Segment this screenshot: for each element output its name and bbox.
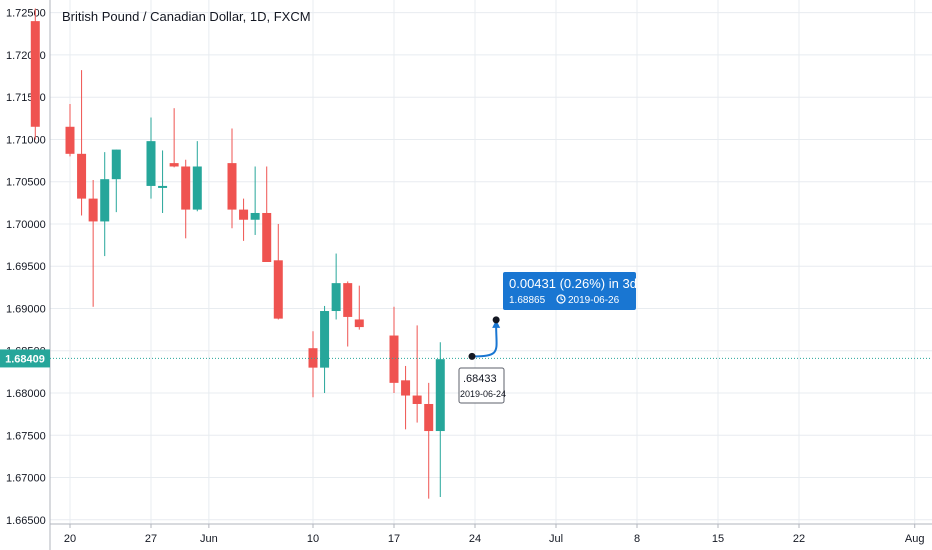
candle <box>65 103 75 157</box>
candle-body <box>100 179 110 222</box>
candle-body <box>424 403 434 432</box>
candle <box>435 342 445 497</box>
chart-grid <box>50 0 932 524</box>
x-tick-label: 24 <box>469 533 481 545</box>
candle <box>146 117 156 199</box>
x-tick-label: 10 <box>307 533 319 545</box>
forecast-target-price: 1.68865 <box>509 295 546 306</box>
candle <box>308 331 318 398</box>
candle-body <box>343 283 353 317</box>
x-tick-label: 15 <box>712 533 724 545</box>
forecast-start-point <box>468 352 476 360</box>
candle <box>343 281 353 347</box>
x-axis: 20 27 Jun 10 17 24 Jul 8 15 22 Aug <box>50 523 932 545</box>
y-tick-label: 1.71000 <box>6 134 46 146</box>
candle-body <box>181 166 191 210</box>
x-tick-label: 27 <box>145 533 157 545</box>
candle-body <box>262 212 272 262</box>
y-axis: 1.72500 1.72000 1.71500 1.71000 1.70500 1.700… <box>6 0 51 550</box>
candle <box>389 306 399 393</box>
candle-body <box>227 163 237 210</box>
candle <box>227 128 237 229</box>
candle-body <box>146 141 156 186</box>
candle <box>30 8 40 140</box>
candle <box>88 180 98 307</box>
y-tick-label: 1.67500 <box>6 430 46 442</box>
chart-title: British Pound / Canadian Dollar, 1D, FXC… <box>62 9 311 24</box>
candle-body <box>88 198 98 222</box>
candle <box>181 159 191 239</box>
candle-series <box>30 8 445 499</box>
candle-body <box>250 212 260 220</box>
forecast-end-point <box>492 316 500 324</box>
candle-body <box>111 149 121 180</box>
candle-body <box>401 380 411 396</box>
candle-body <box>320 311 330 368</box>
y-tick-label: 1.67000 <box>6 473 46 485</box>
clock-icon <box>556 294 566 304</box>
x-tick-label: 17 <box>388 533 400 545</box>
y-tick-label: 1.70500 <box>6 177 46 189</box>
candle-body <box>389 335 399 383</box>
candle-body <box>239 209 249 220</box>
y-tick-label: 1.66500 <box>6 515 46 527</box>
x-tick-label: Jul <box>549 533 563 545</box>
candle <box>331 253 341 320</box>
y-tick-label: 1.69500 <box>6 261 46 273</box>
start-price-label: .68433 <box>463 373 497 385</box>
candle <box>273 223 283 320</box>
forecast-arrowhead <box>492 319 501 328</box>
candle-body <box>273 260 283 319</box>
start-point-tooltip <box>458 367 505 404</box>
candle <box>412 325 422 423</box>
candle-body <box>435 359 445 432</box>
forecast-target-date: 2019-06-26 <box>568 295 620 306</box>
candle-body <box>354 319 364 328</box>
forecast-arrow <box>471 325 498 358</box>
candle <box>354 285 364 330</box>
clock-icon-hands <box>560 296 564 301</box>
candle <box>250 166 260 235</box>
x-tick-label: Jun <box>200 533 218 545</box>
candle <box>239 198 249 241</box>
candle-body <box>77 153 87 199</box>
forecast-result-box <box>503 272 636 310</box>
candle <box>100 152 110 257</box>
candle-body <box>158 185 168 188</box>
x-tick-label: 22 <box>793 533 805 545</box>
candle <box>262 166 272 262</box>
candle-body <box>331 283 341 312</box>
candle-body <box>65 126 75 154</box>
start-date-label: 2019-06-24 <box>460 389 506 399</box>
candle-body <box>169 163 179 167</box>
candle <box>424 382 434 499</box>
candle <box>77 70 87 216</box>
y-tick-label: 1.68000 <box>6 388 46 400</box>
candle-body <box>192 166 202 210</box>
y-tick-label: 1.70000 <box>6 219 46 231</box>
candle <box>192 141 202 212</box>
chart-overlay: 1.68409 0.00431 (0.26%) in 3d 1.68865 2019-… <box>0 272 932 404</box>
last-price-label: 1.68409 <box>5 353 45 365</box>
forecast-change-label: 0.00431 (0.26%) in 3d <box>509 276 637 291</box>
y-tick-label: 1.72000 <box>6 50 46 62</box>
candle-body <box>308 348 318 368</box>
candle <box>320 305 330 393</box>
x-tick-label: 8 <box>634 533 640 545</box>
candle <box>401 365 411 430</box>
candle <box>111 149 121 213</box>
y-tick-label: 1.71500 <box>6 92 46 104</box>
last-price-badge <box>0 349 50 368</box>
x-tick-label: Aug <box>905 533 925 545</box>
candle-body <box>412 395 422 404</box>
x-tick-label: 20 <box>64 533 76 545</box>
candle <box>169 108 179 168</box>
y-tick-label: 1.72500 <box>6 8 46 20</box>
candle <box>158 150 168 213</box>
candle-body <box>30 21 40 127</box>
y-tick-label: 1.69000 <box>6 303 46 315</box>
